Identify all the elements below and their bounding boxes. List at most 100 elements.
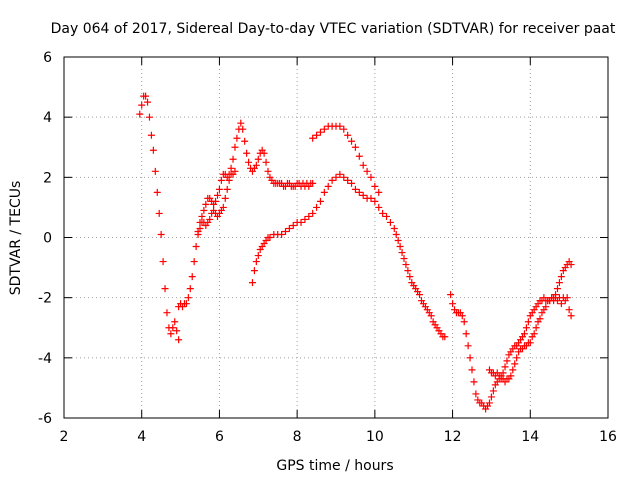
data-point bbox=[239, 125, 247, 133]
data-point bbox=[254, 252, 262, 260]
data-point bbox=[404, 267, 412, 275]
data-point bbox=[285, 224, 293, 232]
data-point bbox=[466, 354, 474, 362]
series-track-6 bbox=[447, 291, 575, 413]
data-point bbox=[219, 203, 227, 211]
data-point bbox=[145, 113, 153, 121]
data-point bbox=[460, 318, 468, 326]
data-point bbox=[524, 318, 532, 326]
data-point bbox=[206, 215, 214, 223]
series-track-7 bbox=[485, 258, 575, 386]
data-point bbox=[202, 200, 210, 208]
data-point bbox=[367, 173, 375, 181]
data-point bbox=[198, 212, 206, 220]
y-axis: -6 -4 -2 0 2 4 6 bbox=[38, 50, 608, 427]
y-axis-label: SDTVAR / TECUs bbox=[8, 181, 24, 296]
data-point bbox=[309, 134, 317, 142]
data-point bbox=[513, 354, 521, 362]
data-point bbox=[138, 101, 146, 109]
x-axis-label: GPS time / hours bbox=[276, 458, 393, 474]
data-point bbox=[458, 312, 466, 320]
data-point bbox=[305, 212, 313, 220]
data-point bbox=[447, 291, 455, 299]
data-point bbox=[359, 191, 367, 199]
x-tick-label: 10 bbox=[366, 429, 384, 445]
y-tick-label: 0 bbox=[43, 231, 52, 247]
data-point bbox=[396, 243, 404, 251]
data-point bbox=[264, 167, 272, 175]
data-point bbox=[144, 98, 152, 106]
data-point bbox=[229, 155, 237, 163]
x-tick-label: 6 bbox=[215, 429, 224, 445]
data-point bbox=[243, 149, 251, 157]
data-point bbox=[289, 221, 297, 229]
data-point bbox=[522, 324, 530, 332]
data-point bbox=[507, 372, 515, 380]
data-point bbox=[223, 185, 231, 193]
data-point bbox=[231, 143, 239, 151]
data-point bbox=[351, 185, 359, 193]
data-points bbox=[136, 92, 575, 413]
data-point bbox=[563, 294, 571, 302]
data-point bbox=[316, 128, 324, 136]
data-point bbox=[328, 176, 336, 184]
data-point bbox=[532, 324, 540, 332]
y-tick-label: 6 bbox=[43, 50, 52, 66]
data-point bbox=[316, 197, 324, 205]
series-track-3 bbox=[194, 167, 239, 238]
data-point bbox=[159, 258, 167, 266]
data-point bbox=[332, 173, 340, 181]
data-point bbox=[348, 179, 356, 187]
data-point bbox=[402, 261, 410, 269]
y-tick-label: 2 bbox=[43, 170, 52, 186]
data-point bbox=[485, 399, 493, 407]
data-point bbox=[567, 261, 575, 269]
data-point bbox=[340, 173, 348, 181]
data-point bbox=[542, 303, 550, 311]
data-point bbox=[351, 143, 359, 151]
data-point bbox=[250, 267, 258, 275]
data-point bbox=[157, 230, 165, 238]
x-tick-label: 2 bbox=[60, 429, 69, 445]
data-point bbox=[192, 243, 200, 251]
data-point bbox=[252, 258, 260, 266]
data-point bbox=[212, 197, 220, 205]
data-point bbox=[186, 285, 194, 293]
chart-title: Day 064 of 2017, Sidereal Day-to-day VTE… bbox=[51, 21, 616, 37]
series-track-1 bbox=[136, 92, 183, 344]
data-point bbox=[363, 167, 371, 175]
data-point bbox=[489, 387, 497, 395]
data-point bbox=[406, 273, 414, 281]
x-tick-label: 14 bbox=[521, 429, 539, 445]
data-point bbox=[501, 363, 509, 371]
data-point bbox=[301, 215, 309, 223]
data-point bbox=[254, 155, 262, 163]
data-point bbox=[427, 312, 435, 320]
data-point bbox=[355, 188, 363, 196]
data-point bbox=[182, 300, 190, 308]
data-point bbox=[536, 315, 544, 323]
data-point bbox=[348, 137, 356, 145]
data-point bbox=[379, 209, 387, 217]
data-point bbox=[565, 306, 573, 314]
data-point bbox=[375, 203, 383, 211]
data-point bbox=[153, 188, 161, 196]
data-point bbox=[371, 182, 379, 190]
data-point bbox=[171, 318, 179, 326]
data-point bbox=[173, 327, 181, 335]
data-point bbox=[449, 300, 457, 308]
data-point bbox=[468, 366, 476, 374]
data-point bbox=[184, 294, 192, 302]
data-point bbox=[511, 360, 519, 368]
data-point bbox=[231, 167, 239, 175]
data-point bbox=[217, 176, 225, 184]
data-point bbox=[260, 149, 268, 157]
data-point bbox=[190, 258, 198, 266]
data-point bbox=[245, 158, 253, 166]
data-point bbox=[371, 197, 379, 205]
data-point bbox=[520, 330, 528, 338]
data-point bbox=[161, 285, 169, 293]
data-point bbox=[359, 161, 367, 169]
data-point bbox=[392, 230, 400, 238]
